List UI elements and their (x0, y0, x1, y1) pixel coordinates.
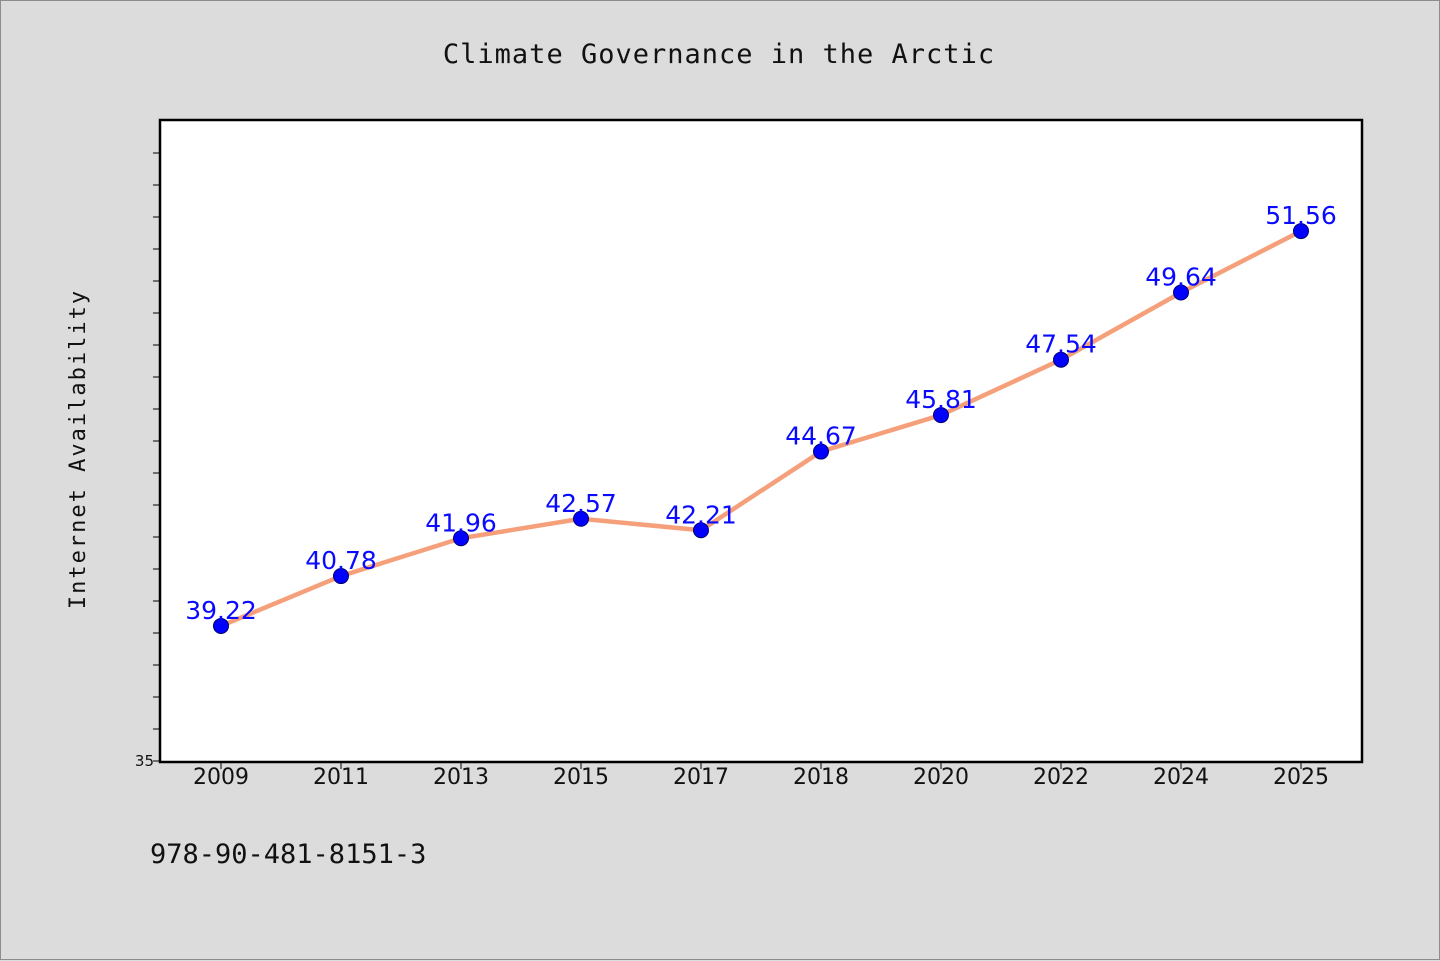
data-point (1173, 284, 1189, 301)
x-tick-label: 2013 (433, 765, 489, 790)
y-tick-label: 35 (135, 752, 154, 770)
footer-isbn: 978-90-481-8151-3 (150, 839, 426, 870)
data-point (213, 617, 229, 634)
x-tick-label: 2011 (313, 765, 369, 790)
data-point (453, 530, 469, 547)
data-label: 49.64 (1145, 263, 1217, 292)
data-label: 41.96 (425, 508, 497, 537)
x-tick-label: 2018 (793, 765, 849, 790)
chart-title: Climate Governance in the Arctic (443, 39, 995, 70)
y-axis-ticks: 35 (135, 152, 161, 770)
data-label: 51.56 (1265, 201, 1337, 230)
y-axis-label: Internet Availability (66, 289, 91, 609)
data-label: 47.54 (1025, 330, 1097, 359)
x-tick-label: 2024 (1153, 765, 1209, 790)
x-tick-label: 2017 (673, 765, 729, 790)
data-label: 42.21 (665, 500, 737, 529)
markers-group (213, 223, 1309, 634)
data-point (1053, 351, 1069, 368)
data-label: 45.81 (905, 385, 977, 414)
data-point (573, 510, 589, 527)
series-line (218, 228, 1304, 629)
x-tick-label: 2009 (193, 765, 249, 790)
series-line-group (218, 228, 1304, 629)
data-label: 44.67 (785, 422, 857, 451)
data-point (1293, 223, 1309, 240)
data-label: 39.22 (185, 596, 257, 625)
x-tick-label: 2015 (553, 765, 609, 790)
plot-area (158, 118, 1364, 764)
data-label: 42.57 (545, 489, 617, 518)
x-tick-label: 2025 (1273, 765, 1329, 790)
data-point (693, 522, 709, 539)
data-point (333, 568, 349, 585)
data-point (933, 407, 949, 424)
x-tick-label: 2020 (913, 765, 969, 790)
x-tick-label: 2022 (1033, 765, 1089, 790)
data-labels-group: 39.22 40.78 41.96 42.57 42.21 44.67 45.81 47.54… (185, 201, 1337, 625)
x-axis-ticks: 2009 2011 2013 2015 2017 2018 2020 2022 2024 2025 (193, 762, 1329, 790)
data-label: 40.78 (305, 546, 377, 575)
data-point (813, 443, 829, 460)
